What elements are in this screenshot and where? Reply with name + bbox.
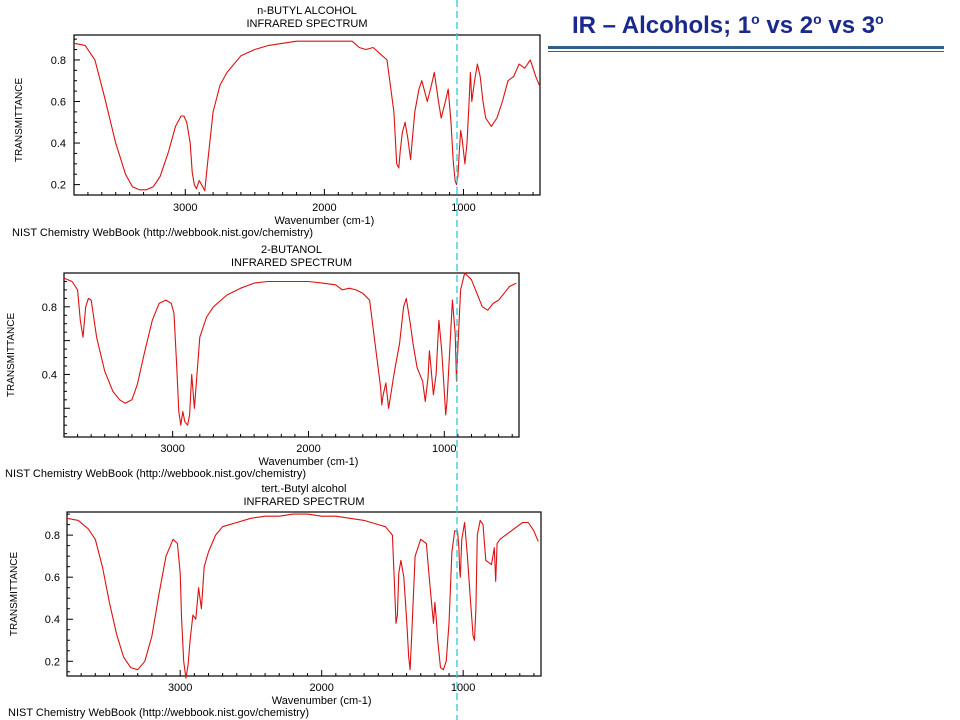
chart-subtitle: INFRARED SPECTRUM: [243, 496, 364, 508]
y-tick-label: 0.8: [51, 55, 66, 67]
slide-title: IR – Alcohols; 1o vs 2o vs 3o: [572, 11, 884, 39]
y-axis-label: TRANSMITTANCE: [9, 552, 20, 637]
x-axis-label: Wavenumber (cm-1): [272, 695, 372, 707]
x-tick-label: 2000: [296, 443, 320, 455]
y-tick-label: 0.2: [51, 180, 66, 192]
chart-title: tert.-Butyl alcohol: [262, 483, 347, 495]
x-tick-label: 3000: [173, 202, 197, 214]
plot-frame: [73, 34, 541, 196]
chart-subtitle: INFRARED SPECTRUM: [231, 257, 352, 269]
y-tick-label: 0.4: [45, 614, 60, 626]
x-axis-label: Wavenumber (cm-1): [274, 215, 374, 227]
chart-title: 2-BUTANOL: [261, 244, 322, 256]
x-tick-label: 1000: [451, 202, 475, 214]
spectrum-line: [66, 513, 539, 679]
y-tick-label: 0.2: [45, 656, 60, 668]
spectrum-line: [63, 272, 517, 426]
chart-subtitle: INFRARED SPECTRUM: [246, 18, 367, 30]
y-axis-label: TRANSMITTANCE: [14, 78, 25, 163]
x-tick-label: 2000: [309, 682, 333, 694]
chart-title: n-BUTYL ALCOHOL: [257, 5, 357, 17]
plot-frame: [63, 272, 520, 438]
x-tick-label: 1000: [432, 443, 456, 455]
y-tick-label: 0.4: [51, 138, 66, 150]
x-axis-label: Wavenumber (cm-1): [259, 456, 359, 468]
x-tick-label: 2000: [312, 202, 336, 214]
y-tick-label: 0.6: [45, 572, 60, 584]
title-underline-thin: [548, 51, 944, 52]
y-tick-label: 0.8: [42, 302, 57, 314]
y-tick-label: 0.8: [45, 530, 60, 542]
y-tick-label: 0.4: [42, 369, 57, 381]
y-axis-label: TRANSMITTANCE: [6, 313, 17, 398]
source-credit: NIST Chemistry WebBook (http://webbook.n…: [8, 707, 309, 719]
spectrum-line: [73, 40, 541, 192]
source-credit: NIST Chemistry WebBook (http://webbook.n…: [5, 468, 306, 480]
x-tick-label: 3000: [168, 682, 192, 694]
x-tick-label: 3000: [160, 443, 184, 455]
y-tick-label: 0.6: [51, 96, 66, 108]
title-underline: [548, 46, 944, 49]
source-credit: NIST Chemistry WebBook (http://webbook.n…: [12, 227, 313, 239]
x-tick-label: 1000: [451, 682, 475, 694]
